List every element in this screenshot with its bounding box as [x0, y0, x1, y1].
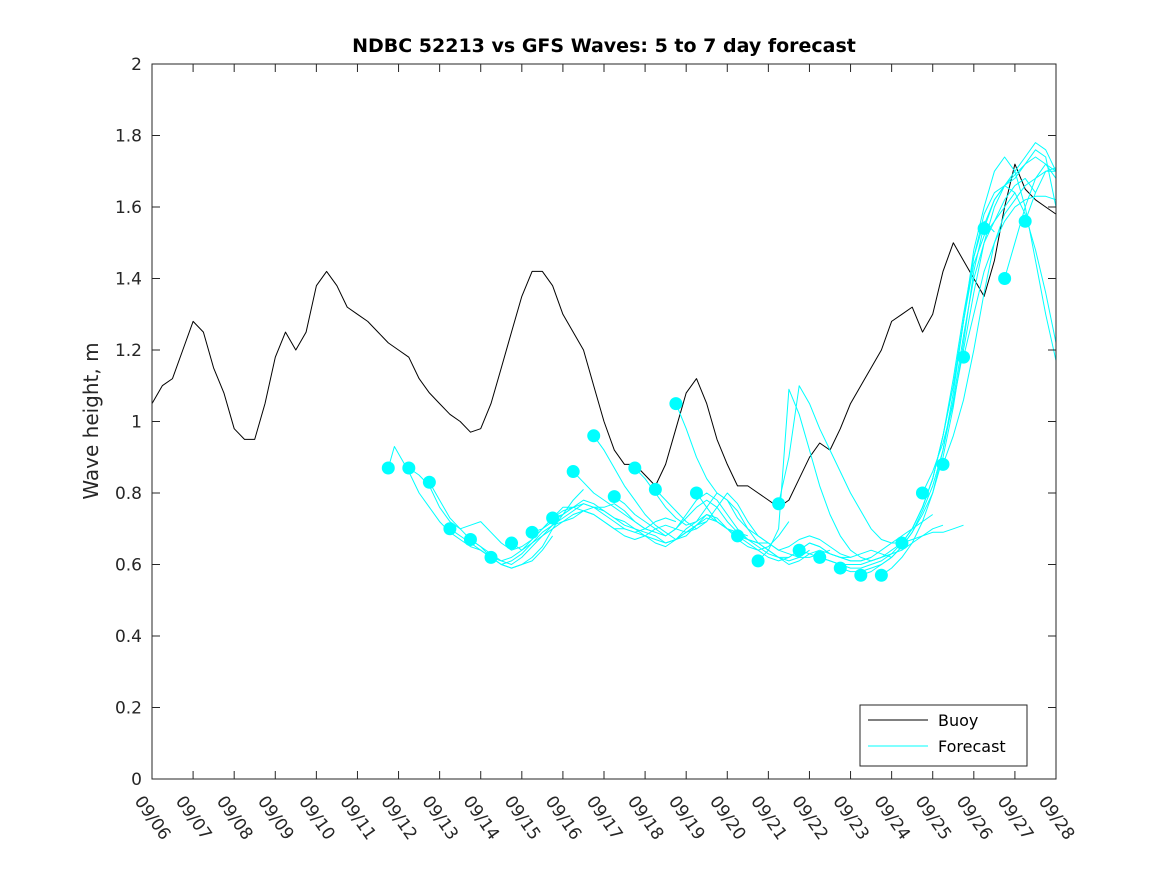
- forecast-marker: [957, 350, 971, 364]
- y-axis-label: Wave height, m: [79, 342, 103, 499]
- y-tick-label: 1.4: [115, 270, 142, 290]
- forecast-run-line: [942, 167, 1057, 465]
- buoy-line: [151, 163, 1057, 508]
- forecast-run-line: [983, 156, 1057, 229]
- forecast-run-line: [778, 385, 964, 544]
- forecast-marker: [751, 554, 765, 568]
- forecast-marker: [915, 486, 929, 500]
- forecast-marker: [998, 272, 1012, 285]
- forecast-marker: [546, 511, 560, 525]
- y-tick-label: 2: [131, 55, 142, 75]
- forecast-marker: [463, 532, 477, 546]
- forecast-marker: [689, 486, 703, 500]
- forecast-marker: [381, 461, 395, 475]
- y-tick-label: 1.6: [115, 198, 142, 218]
- forecast-run-line: [387, 446, 554, 569]
- forecast-marker: [813, 550, 827, 564]
- forecast-run-line: [1024, 170, 1056, 222]
- forecast-marker: [422, 475, 436, 489]
- forecast-run-line: [963, 195, 1057, 358]
- y-tick-label: 0.2: [115, 699, 142, 719]
- forecast-marker: [566, 465, 580, 479]
- forecast-markers: [381, 214, 1032, 582]
- forecast-marker: [587, 429, 601, 443]
- y-axis: 0 0.2 0.4 0.6 0.8 1 1.2 1.4 1.6 1.8 2: [115, 55, 1056, 790]
- forecast-marker: [977, 221, 991, 235]
- forecast-marker: [833, 561, 847, 575]
- forecast-marker: [895, 536, 909, 550]
- forecast-marker: [772, 497, 786, 511]
- forecast-marker: [505, 536, 519, 550]
- forecast-marker: [669, 397, 683, 411]
- forecast-marker: [628, 461, 642, 475]
- forecast-marker: [1018, 214, 1032, 228]
- y-tick-label: 1.2: [115, 341, 142, 361]
- chart-title: NDBC 52213 vs GFS Waves: 5 to 7 day fore…: [352, 35, 856, 57]
- forecast-marker: [792, 543, 806, 557]
- forecast-marker: [402, 461, 416, 475]
- forecast-marker: [731, 529, 745, 543]
- forecast-marker: [648, 482, 662, 496]
- y-tick-label: 1.8: [115, 127, 142, 147]
- forecast-run-line: [634, 467, 831, 558]
- forecast-run-line: [1004, 163, 1057, 279]
- forecast-marker: [484, 550, 498, 564]
- forecast-marker: [874, 568, 888, 582]
- legend: Buoy Forecast: [859, 704, 1028, 767]
- forecast-marker: [443, 522, 457, 536]
- forecast-series: [387, 142, 1057, 576]
- legend-box: [859, 704, 1028, 767]
- y-tick-label: 0.8: [115, 484, 142, 504]
- forecast-run-line: [552, 503, 748, 544]
- buoy-series: [151, 163, 1057, 508]
- forecast-run-line: [655, 489, 851, 558]
- forecast-marker: [607, 490, 621, 504]
- y-tick-label: 0.6: [115, 556, 142, 576]
- legend-buoy-label: Buoy: [938, 711, 978, 730]
- y-tick-label: 0: [131, 770, 142, 790]
- forecast-marker: [854, 568, 868, 582]
- y-tick-label: 1: [131, 413, 142, 433]
- y-tick-label: 0.4: [115, 627, 142, 647]
- forecast-marker: [936, 457, 950, 471]
- legend-forecast-label: Forecast: [938, 737, 1006, 756]
- forecast-run-line: [696, 492, 892, 565]
- forecast-run-line: [470, 503, 677, 565]
- forecast-marker: [525, 525, 539, 539]
